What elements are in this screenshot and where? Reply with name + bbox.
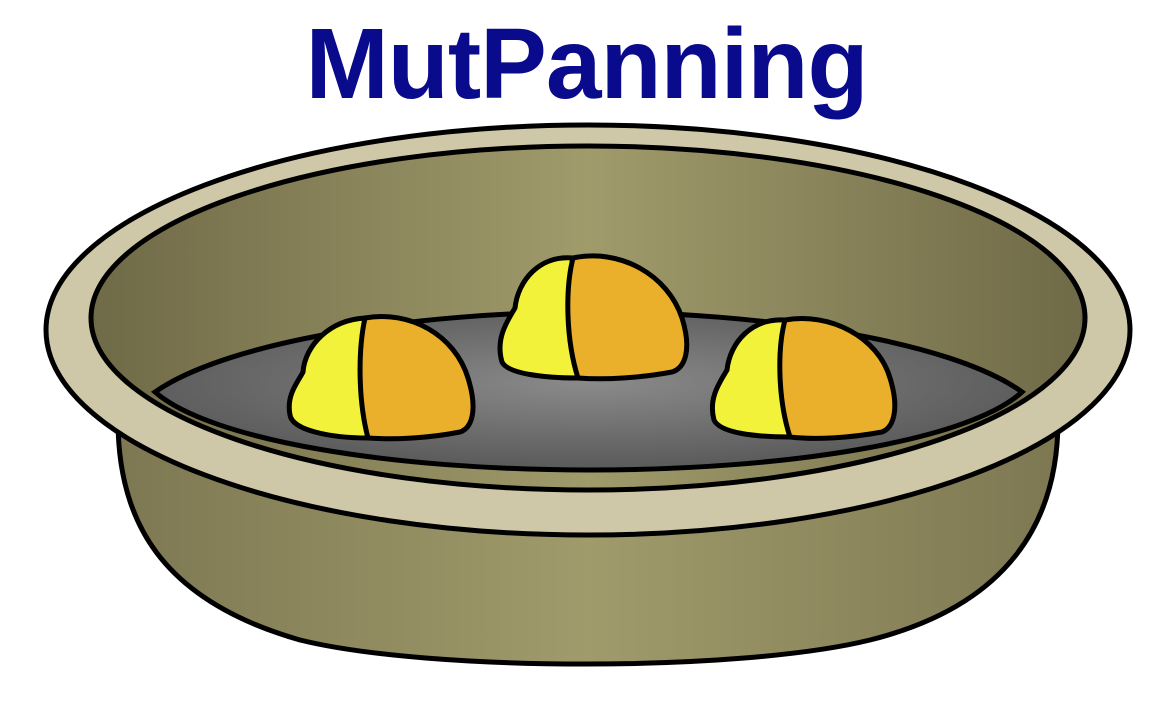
gold-nugget-right — [710, 316, 898, 441]
gold-nugget-middle — [497, 253, 690, 382]
logo-title: MutPanning — [305, 8, 868, 120]
gold-nugget-left — [286, 314, 476, 442]
